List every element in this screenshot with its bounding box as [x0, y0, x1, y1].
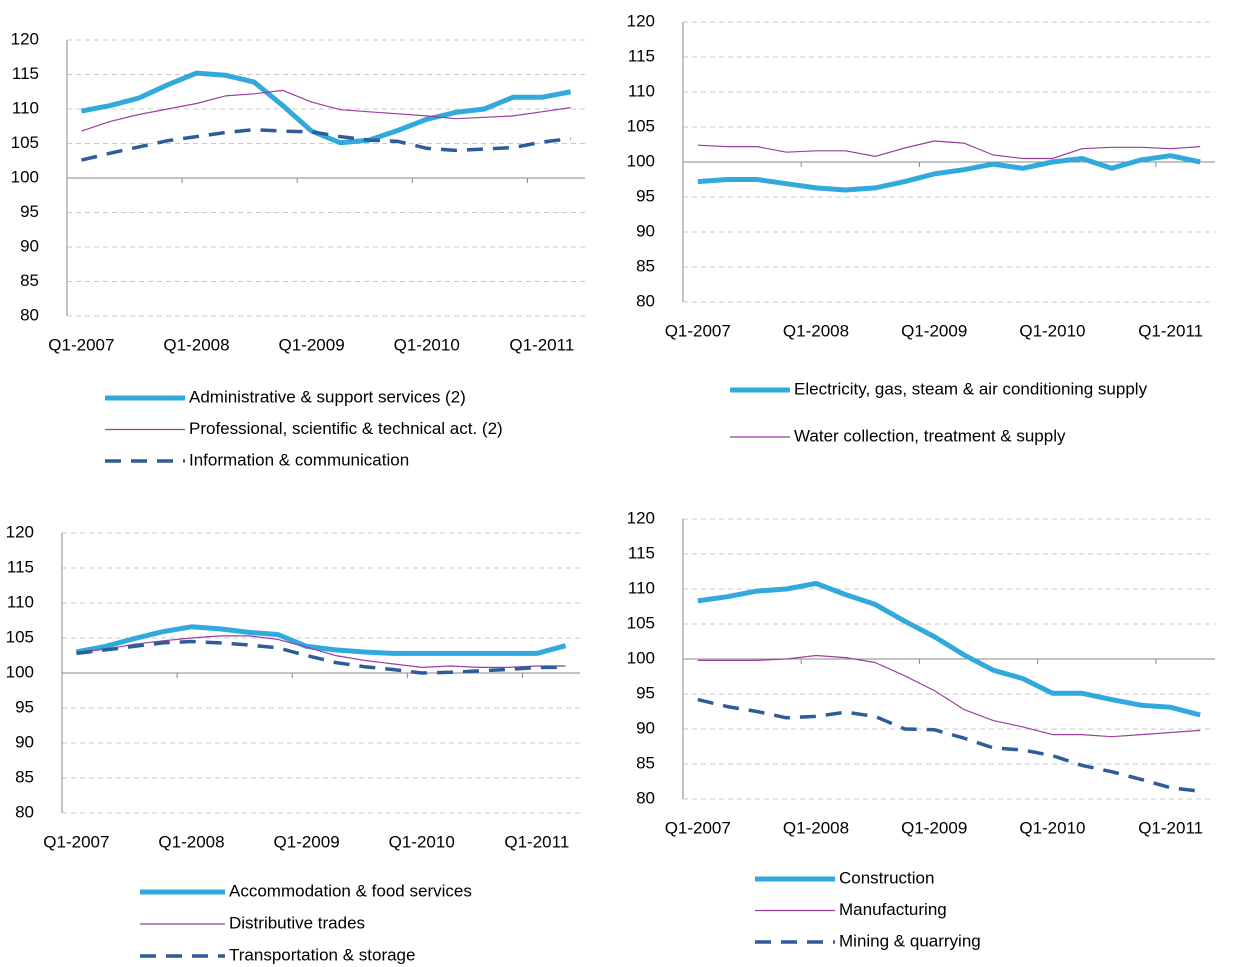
y-tick-label: 100	[11, 167, 39, 186]
legend-label: Manufacturing	[839, 900, 947, 919]
y-tick-label: 105	[627, 613, 655, 632]
y-tick-label: 95	[636, 186, 655, 205]
legend-label: Construction	[839, 868, 934, 887]
x-tick-label: Q1-2007	[665, 818, 731, 837]
y-tick-label: 80	[15, 802, 34, 821]
y-tick-label: 110	[12, 98, 39, 117]
y-tick-label: 90	[20, 236, 39, 255]
legend-label: Distributive trades	[229, 913, 365, 932]
legend-label: Mining & quarrying	[839, 931, 981, 950]
x-tick-label: Q1-2007	[48, 335, 114, 354]
x-tick-label: Q1-2009	[274, 832, 340, 851]
x-tick-label: Q1-2010	[394, 335, 460, 354]
series-line	[76, 635, 566, 668]
x-tick-label: Q1-2008	[783, 321, 849, 340]
series-line	[697, 580, 1201, 718]
y-tick-label: 100	[627, 151, 655, 170]
x-tick-label: Q1-2010	[1019, 818, 1085, 837]
y-tick-label: 115	[628, 543, 655, 562]
y-tick-label: 105	[627, 116, 655, 135]
y-tick-label: 100	[6, 662, 34, 681]
legend-label: Accommodation & food services	[229, 881, 472, 900]
y-tick-label: 95	[15, 697, 34, 716]
legend-label: Water collection, treatment & supply	[794, 426, 1066, 445]
y-tick-label: 115	[628, 46, 655, 65]
series-line	[75, 624, 567, 656]
y-tick-label: 85	[636, 256, 655, 275]
x-tick-label: Q1-2010	[389, 832, 455, 851]
series-line	[80, 70, 572, 146]
x-tick-label: Q1-2008	[158, 832, 224, 851]
y-tick-label: 100	[627, 648, 655, 667]
series-line	[697, 153, 1201, 193]
y-tick-label: 105	[6, 627, 34, 646]
y-tick-label: 120	[627, 11, 655, 30]
x-tick-label: Q1-2008	[783, 818, 849, 837]
legend-label: Transportation & storage	[229, 945, 415, 964]
series-line	[80, 127, 571, 162]
y-tick-label: 115	[12, 64, 39, 83]
y-tick-label: 90	[636, 718, 655, 737]
y-tick-label: 120	[11, 29, 39, 48]
y-tick-label: 110	[628, 81, 655, 100]
y-tick-label: 85	[636, 753, 655, 772]
y-tick-label: 95	[636, 683, 655, 702]
x-tick-label: Q1-2010	[1019, 321, 1085, 340]
y-tick-label: 110	[7, 592, 34, 611]
y-tick-label: 95	[20, 202, 39, 221]
series-line	[76, 639, 566, 675]
x-tick-label: Q1-2011	[509, 335, 574, 354]
y-tick-label: 105	[11, 133, 39, 152]
y-tick-label: 80	[636, 291, 655, 310]
legend-label: Information & communication	[189, 450, 409, 469]
x-tick-label: Q1-2011	[504, 832, 569, 851]
x-tick-label: Q1-2007	[43, 832, 109, 851]
y-tick-label: 80	[636, 788, 655, 807]
x-tick-label: Q1-2011	[1138, 321, 1203, 340]
series-line	[81, 89, 571, 132]
x-tick-label: Q1-2009	[901, 321, 967, 340]
y-tick-label: 90	[636, 221, 655, 240]
series-line	[697, 140, 1201, 160]
series-line	[697, 697, 1201, 794]
y-tick-label: 110	[628, 578, 655, 597]
x-tick-label: Q1-2007	[665, 321, 731, 340]
y-tick-label: 85	[15, 767, 34, 786]
series-line	[697, 654, 1201, 738]
x-tick-label: Q1-2011	[1138, 818, 1203, 837]
y-tick-label: 90	[15, 732, 34, 751]
legend-label: Professional, scientific & technical act…	[189, 419, 503, 438]
y-tick-label: 85	[20, 271, 39, 290]
x-tick-label: Q1-2008	[163, 335, 229, 354]
x-tick-label: Q1-2009	[279, 335, 345, 354]
legend-label: Electricity, gas, steam & air conditioni…	[794, 379, 1148, 398]
legend-label: Administrative & support services (2)	[189, 387, 466, 406]
y-tick-label: 115	[7, 557, 34, 576]
y-tick-label: 120	[6, 522, 34, 541]
x-tick-label: Q1-2009	[901, 818, 967, 837]
y-tick-label: 120	[627, 508, 655, 527]
y-tick-label: 80	[20, 305, 39, 324]
